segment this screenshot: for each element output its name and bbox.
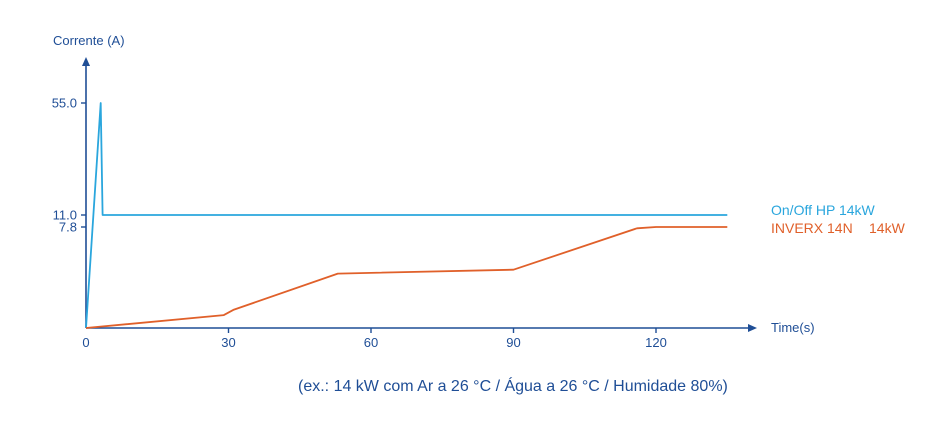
legend-label-2: INVERX 14N <box>771 220 853 236</box>
legend-label-1: On/Off HP 14kW <box>771 202 876 218</box>
labels-layer: 0 30 60 90 120 55.0 11.07.8 Corrente (A) Time(s)… <box>52 33 906 350</box>
x-tick-label: 120 <box>645 335 667 350</box>
x-axis-label: Time(s) <box>771 320 815 335</box>
footnote: (ex.: 14 kW com Ar a 26 °C / Água a 26 °… <box>298 378 728 395</box>
y-tick-label: 55.0 <box>52 96 77 111</box>
series-line-2 <box>85 226 728 329</box>
x-axis-arrow <box>748 324 757 332</box>
x-tick-label: 30 <box>221 335 235 350</box>
y-axis-arrow <box>82 57 90 66</box>
x-tick-label: 90 <box>506 335 520 350</box>
y-axis-label: Corrente (A) <box>53 33 125 48</box>
axes <box>81 57 757 333</box>
series-layer <box>85 102 728 329</box>
y-tick-label: 11.0 <box>53 208 77 223</box>
legend-label-2-suffix: 14kW <box>869 220 906 236</box>
x-tick-label: 60 <box>364 335 378 350</box>
series-line-1 <box>85 102 728 329</box>
x-tick-label: 0 <box>82 335 89 350</box>
y-tick-label: 7.8 <box>59 220 77 235</box>
